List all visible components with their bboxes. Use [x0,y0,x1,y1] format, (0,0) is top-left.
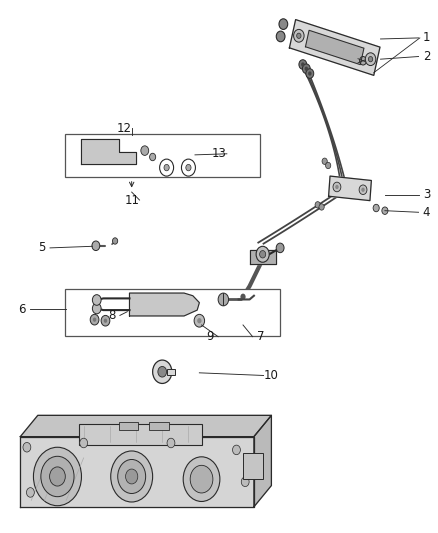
Circle shape [152,360,172,383]
Circle shape [360,56,367,65]
Bar [167,368,175,375]
Circle shape [90,314,99,325]
Polygon shape [130,293,199,316]
Circle shape [197,318,201,324]
Circle shape [93,318,96,322]
Circle shape [92,241,100,251]
Circle shape [190,465,213,493]
Circle shape [276,31,285,42]
Circle shape [304,67,308,71]
Circle shape [359,185,367,195]
Circle shape [308,71,311,76]
Circle shape [158,367,166,377]
Text: 9: 9 [207,330,214,343]
Circle shape [33,447,81,506]
Circle shape [113,238,118,244]
Text: 6: 6 [18,303,25,316]
Circle shape [150,154,155,161]
Circle shape [41,456,74,497]
Circle shape [186,165,191,171]
Circle shape [361,188,365,192]
Polygon shape [254,415,272,507]
Circle shape [256,246,269,262]
Circle shape [26,488,34,497]
Circle shape [299,60,307,69]
Circle shape [92,303,101,314]
Bar [243,453,263,479]
Bar [119,422,138,430]
Text: 10: 10 [264,369,279,382]
Circle shape [92,295,101,305]
Circle shape [260,251,266,258]
Polygon shape [250,250,276,264]
Polygon shape [328,176,371,200]
Circle shape [118,459,146,494]
Circle shape [302,64,310,74]
Circle shape [126,469,138,484]
Bar [79,424,201,445]
Bar [65,134,261,177]
Circle shape [368,56,373,62]
Circle shape [183,457,220,502]
Circle shape [325,163,331,168]
Polygon shape [20,437,254,507]
Circle shape [315,201,320,208]
Circle shape [297,33,301,38]
Polygon shape [81,139,136,164]
Text: 8: 8 [108,309,116,322]
Bar [149,422,169,430]
Text: 12: 12 [117,122,131,135]
Circle shape [382,207,388,214]
Circle shape [276,243,284,253]
Circle shape [104,319,107,323]
Circle shape [164,165,169,171]
Text: 1: 1 [423,31,430,44]
Polygon shape [305,30,364,64]
Circle shape [80,438,88,448]
Circle shape [306,69,314,78]
Text: 11: 11 [124,193,139,207]
Circle shape [141,146,149,156]
Text: 4: 4 [423,206,430,219]
Circle shape [111,451,152,502]
Circle shape [365,53,376,66]
Text: 2: 2 [423,50,430,63]
Polygon shape [290,20,380,75]
Circle shape [241,477,249,487]
Circle shape [23,442,31,452]
Circle shape [240,294,246,300]
Circle shape [237,290,249,304]
Circle shape [49,467,65,486]
Text: 7: 7 [257,330,264,343]
Circle shape [301,62,304,67]
Circle shape [233,445,240,455]
Text: 3: 3 [423,188,430,201]
Circle shape [335,185,339,189]
Polygon shape [20,415,272,437]
Text: 5: 5 [39,241,46,254]
Circle shape [101,316,110,326]
Text: 13: 13 [212,147,226,160]
Circle shape [319,204,324,210]
Bar [65,289,280,336]
Circle shape [194,314,205,327]
Circle shape [333,182,341,192]
Circle shape [373,204,379,212]
Circle shape [218,293,229,306]
Circle shape [293,29,304,42]
Circle shape [322,158,327,165]
Circle shape [167,438,175,448]
Circle shape [279,19,288,29]
